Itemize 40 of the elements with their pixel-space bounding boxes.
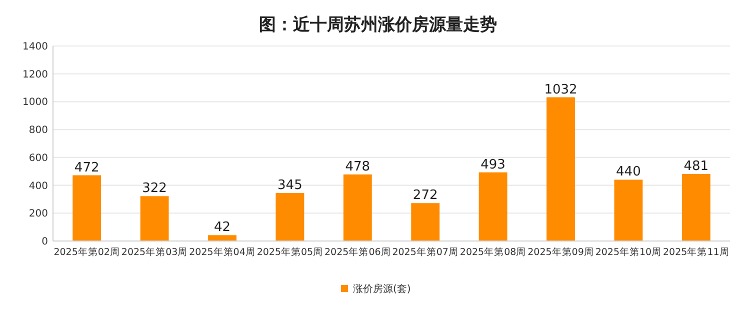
y-tick-label: 1000 <box>22 97 48 108</box>
bar <box>343 174 372 241</box>
x-tick-label: 2025年第03周 <box>121 246 188 258</box>
bar <box>72 175 102 241</box>
bar <box>411 203 440 241</box>
data-label: 472 <box>74 160 100 176</box>
y-tick-label: 0 <box>42 236 48 248</box>
y-tick-label: 200 <box>28 208 48 220</box>
bar <box>276 192 304 241</box>
x-tick-label: 2025年第06周 <box>324 246 391 258</box>
y-tick-label: 400 <box>28 180 48 192</box>
data-label: 1032 <box>544 82 578 98</box>
x-tick-label: 2025年第08周 <box>460 246 526 258</box>
x-tick-label: 2025年第04周 <box>189 246 256 258</box>
y-tick-label: 800 <box>28 125 48 136</box>
legend-label: 涨价房源(套) <box>353 283 411 295</box>
data-label: 478 <box>345 159 370 174</box>
y-tick-label: 1200 <box>22 69 48 80</box>
y-tick-label: 600 <box>28 152 48 164</box>
x-tick-label: 2025年第11周 <box>663 246 730 258</box>
bar <box>140 196 169 241</box>
y-tick-label: 1400 <box>22 42 48 52</box>
bar <box>208 235 236 241</box>
data-label: 440 <box>616 164 641 180</box>
bar <box>546 97 575 241</box>
data-label: 481 <box>684 159 709 174</box>
bar <box>682 174 710 241</box>
bar <box>614 180 643 241</box>
chart-title: 图：近十周苏州涨价房源量走势 <box>259 15 497 35</box>
data-label: 345 <box>278 178 302 193</box>
bar <box>478 172 508 241</box>
x-tick-label: 2025年第02周 <box>54 246 120 258</box>
x-tick-label: 2025年第10周 <box>595 246 662 258</box>
x-tick-label: 2025年第09周 <box>528 246 594 258</box>
data-label: 272 <box>412 188 438 204</box>
x-tick-label: 2025年第07周 <box>392 246 458 258</box>
data-label: 322 <box>142 181 167 196</box>
data-label: 493 <box>480 157 506 172</box>
x-tick-label: 2025年第05周 <box>256 246 324 258</box>
data-label: 42 <box>214 220 231 236</box>
